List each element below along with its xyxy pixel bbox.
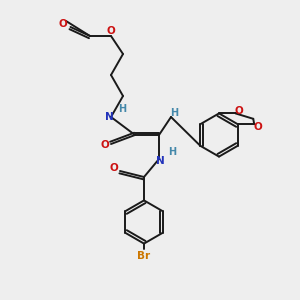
Text: Br: Br [137,250,151,261]
Text: O: O [109,163,118,173]
Text: O: O [254,122,262,132]
Text: O: O [235,106,244,116]
Text: O: O [100,140,109,151]
Text: H: H [118,103,127,114]
Text: O: O [106,26,116,36]
Text: N: N [156,155,165,166]
Text: O: O [58,19,68,29]
Text: N: N [105,112,114,122]
Text: H: H [168,147,177,158]
Text: H: H [170,108,178,118]
